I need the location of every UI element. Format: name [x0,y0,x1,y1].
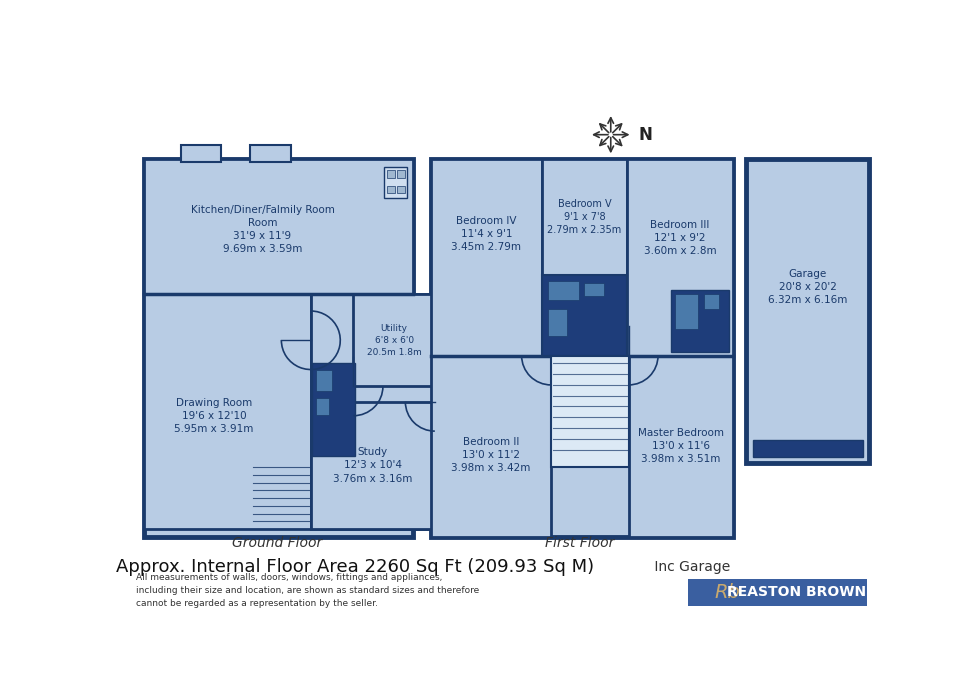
Bar [688,579,866,606]
Bar [548,309,567,336]
Text: All measurements of walls, doors, windows, fittings and appliances,
including th: All measurements of walls, doors, window… [136,573,479,608]
Bar [542,275,627,355]
Bar [397,185,405,193]
Text: Kitchen/Diner/Falmily Room
Room
31'9 x 11'9
9.69m x 3.59m: Kitchen/Diner/Falmily Room Room 31'9 x 1… [190,204,334,255]
Text: Bedroom III
12'1 x 9'2
3.60m x 2.8m: Bedroom III 12'1 x 9'2 3.60m x 2.8m [644,220,716,256]
Text: Drawing Room
19'6 x 12'10
5.95m x 3.91m: Drawing Room 19'6 x 12'10 5.95m x 3.91m [174,398,254,434]
Bar [144,159,414,536]
Bar [317,370,332,391]
Bar [250,145,291,163]
Text: Garage
20'8 x 20'2
6.32m x 6.16m: Garage 20'8 x 20'2 6.32m x 6.16m [768,269,848,305]
Text: Utility
6'8 x 6'0
20.5m 1.8m: Utility 6'8 x 6'0 20.5m 1.8m [367,324,421,357]
Bar [542,159,627,275]
Bar [753,440,862,458]
Bar [180,145,220,163]
Bar [548,281,579,300]
Bar [551,355,628,467]
Bar [317,398,328,415]
Bar [387,185,395,193]
Bar [397,170,405,178]
Text: N: N [639,126,653,143]
Text: First Floor: First Floor [545,536,614,549]
Bar [584,283,604,296]
Text: REASTON BROWN: REASTON BROWN [727,585,866,600]
Bar [671,290,729,352]
Text: Ground Floor: Ground Floor [232,536,322,549]
Bar [144,159,414,294]
Bar [354,294,435,386]
Bar [431,159,733,536]
Bar [431,355,551,536]
Bar [384,167,407,198]
Text: Study
12'3 x 10'4
3.76m x 3.16m: Study 12'3 x 10'4 3.76m x 3.16m [333,447,413,484]
Text: Master Bedroom
13'0 x 11'6
3.98m x 3.51m: Master Bedroom 13'0 x 11'6 3.98m x 3.51m [638,428,724,464]
Bar [627,159,733,355]
Text: Inc Garage: Inc Garage [650,560,730,574]
Bar [675,294,699,329]
Text: Approx. Internal Floor Area 2260 Sq Ft (209.93 Sq M): Approx. Internal Floor Area 2260 Sq Ft (… [116,558,594,576]
Bar [628,355,733,536]
Bar [704,294,719,309]
Bar [387,170,395,178]
Text: Rb: Rb [714,583,740,602]
Bar [313,364,355,456]
Bar [311,402,435,529]
Bar [311,294,435,529]
Bar [431,159,542,355]
Bar [747,159,869,464]
Text: Bedroom II
13'0 x 11'2
3.98m x 3.42m: Bedroom II 13'0 x 11'2 3.98m x 3.42m [452,437,531,473]
Text: Bedroom IV
11'4 x 9'1
3.45m 2.79m: Bedroom IV 11'4 x 9'1 3.45m 2.79m [452,215,521,252]
Bar [144,294,311,529]
Text: Bedroom V
9'1 x 7'8
2.79m x 2.35m: Bedroom V 9'1 x 7'8 2.79m x 2.35m [547,199,621,235]
